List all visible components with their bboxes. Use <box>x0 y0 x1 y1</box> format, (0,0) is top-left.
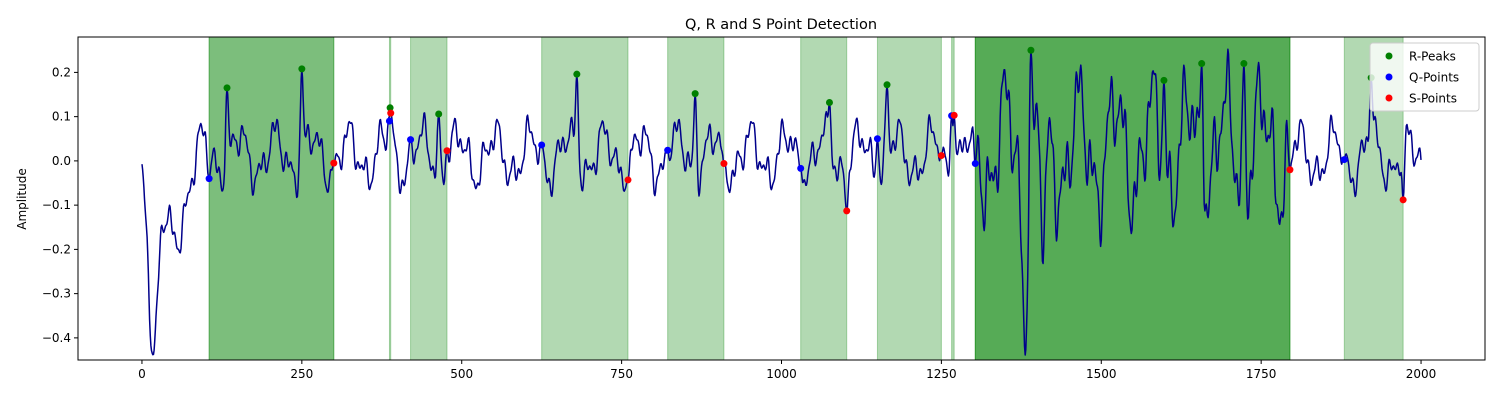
y-tick-label: −0.1 <box>42 198 71 212</box>
detection-regions <box>208 36 1404 361</box>
s-points-marker <box>720 160 728 168</box>
s-points-marker <box>330 159 338 167</box>
x-tick-label: 250 <box>290 367 313 381</box>
r-peaks-marker <box>1198 60 1206 68</box>
y-tick-label: −0.3 <box>42 287 71 301</box>
shaded-region <box>951 36 955 361</box>
axis-ticks: 0 250 500 750 1000 1250 1500 1750 2000 −0.4 −0.3 −0… <box>42 65 1436 381</box>
y-tick-label: −0.2 <box>42 242 71 256</box>
s-points-marker <box>1286 166 1294 174</box>
x-tick-label: 750 <box>610 367 633 381</box>
q-points-marker <box>407 136 415 144</box>
y-axis-label: Amplitude <box>15 168 29 230</box>
legend-r-peaks-marker <box>1385 52 1393 60</box>
shaded-region <box>541 36 629 361</box>
x-tick-label: 0 <box>138 367 146 381</box>
q-points-marker <box>971 160 979 168</box>
r-peaks-marker <box>298 65 306 73</box>
q-points-marker <box>538 141 546 149</box>
legend-q-points-marker <box>1385 73 1393 81</box>
s-points-marker <box>443 147 451 155</box>
shaded-region <box>208 36 335 361</box>
r-peaks-marker <box>883 81 891 89</box>
chart-title: Q, R and S Point Detection <box>685 17 877 33</box>
s-points-marker <box>1399 196 1407 204</box>
legend-s-points-marker <box>1385 94 1393 102</box>
signal-line <box>141 48 1422 356</box>
x-tick-label: 2000 <box>1406 367 1437 381</box>
q-points-marker <box>664 146 672 154</box>
q-points-marker <box>385 117 393 125</box>
r-peaks-marker <box>386 104 394 112</box>
shaded-region <box>667 36 725 361</box>
s-points-marker <box>937 152 945 160</box>
y-tick-label: 0.0 <box>52 154 71 168</box>
r-peaks-marker <box>435 110 443 118</box>
r-peaks-marker <box>1240 60 1248 68</box>
plot-frame <box>77 36 1486 361</box>
detected-points <box>205 46 1407 215</box>
r-peaks-marker <box>691 90 699 98</box>
legend-s-points-label: S-Points <box>1409 92 1457 106</box>
x-tick-label: 500 <box>450 367 473 381</box>
legend-q-points-label: Q-Points <box>1409 71 1459 85</box>
s-points-marker <box>624 176 632 184</box>
y-tick-label: 0.1 <box>52 110 71 124</box>
s-points-marker <box>387 109 395 117</box>
x-tick-label: 1000 <box>766 367 797 381</box>
q-points-marker <box>205 175 213 183</box>
y-tick-label: 0.2 <box>52 65 71 79</box>
s-points-marker <box>843 207 851 215</box>
y-tick-label: −0.4 <box>42 331 71 345</box>
r-peaks-marker <box>825 98 833 106</box>
shaded-region <box>208 36 335 361</box>
q-points-marker <box>873 135 881 143</box>
r-peaks-marker <box>223 84 231 92</box>
shaded-region <box>410 36 448 361</box>
x-tick-label: 1250 <box>926 367 957 381</box>
shaded-region <box>388 36 392 361</box>
s-points-marker <box>950 111 958 119</box>
legend: R-Peaks Q-Points S-Points <box>1369 42 1480 112</box>
r-peaks-marker <box>1160 76 1168 84</box>
x-tick-label: 1750 <box>1246 367 1277 381</box>
q-points-marker <box>797 164 805 172</box>
r-peaks-marker <box>573 70 581 78</box>
legend-r-peaks-label: R-Peaks <box>1409 50 1456 64</box>
r-peaks-marker <box>1027 46 1035 54</box>
legend-box <box>1369 42 1480 112</box>
shaded-region <box>800 36 848 361</box>
q-points-marker <box>1340 156 1348 164</box>
signal-trace <box>141 48 1422 356</box>
x-tick-label: 1500 <box>1086 367 1117 381</box>
